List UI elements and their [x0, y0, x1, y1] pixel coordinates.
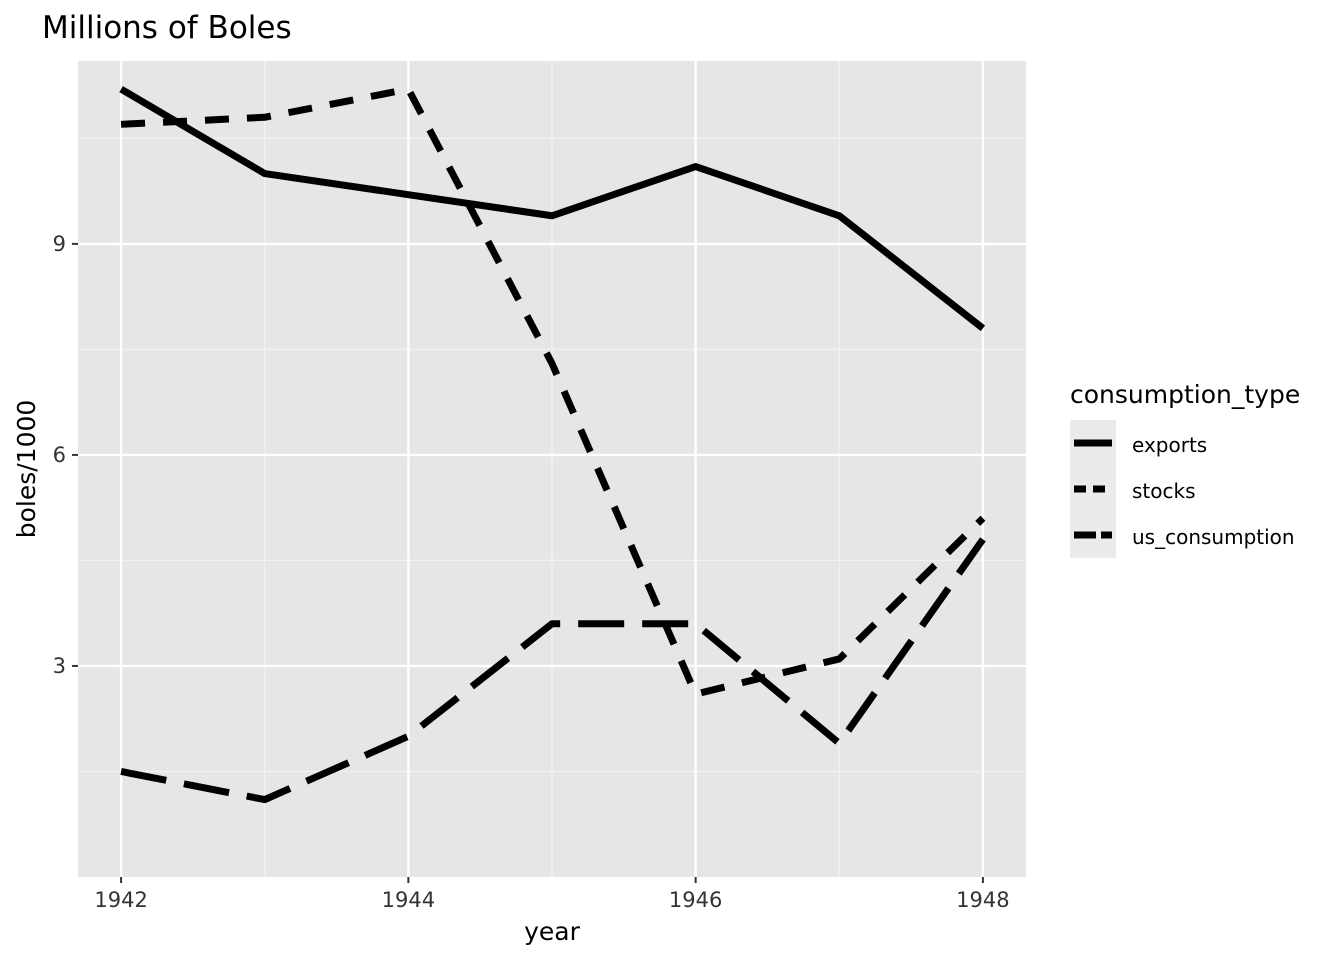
legend-label-stocks: stocks: [1132, 479, 1196, 503]
x-tick-label: 1942: [94, 888, 147, 912]
y-axis: 3 6 9: [53, 232, 78, 678]
legend: consumption_type exports stocks us_consump…: [1070, 380, 1300, 558]
y-tick-label: 3: [53, 654, 66, 678]
x-tick-label: 1944: [382, 888, 435, 912]
x-axis-title: year: [524, 917, 580, 946]
chart-title: Millions of Boles: [42, 10, 292, 46]
y-tick-label: 6: [53, 443, 66, 467]
minor-gridlines: [78, 61, 1026, 877]
y-tick-label: 9: [53, 232, 66, 256]
legend-title: consumption_type: [1070, 380, 1300, 409]
legend-label-us-consumption: us_consumption: [1132, 525, 1295, 549]
legend-label-exports: exports: [1132, 433, 1207, 457]
x-axis: 1942 1944 1946 1948: [94, 877, 1010, 912]
series-line-us-consumption: [120, 537, 986, 804]
series-line-exports: [119, 86, 986, 332]
series-lines: [119, 85, 986, 804]
y-axis-title: boles/1000: [12, 400, 41, 539]
x-tick-label: 1948: [956, 888, 1009, 912]
x-tick-label: 1946: [669, 888, 722, 912]
series-line-stocks: [120, 85, 986, 698]
major-gridlines: [78, 61, 1026, 877]
